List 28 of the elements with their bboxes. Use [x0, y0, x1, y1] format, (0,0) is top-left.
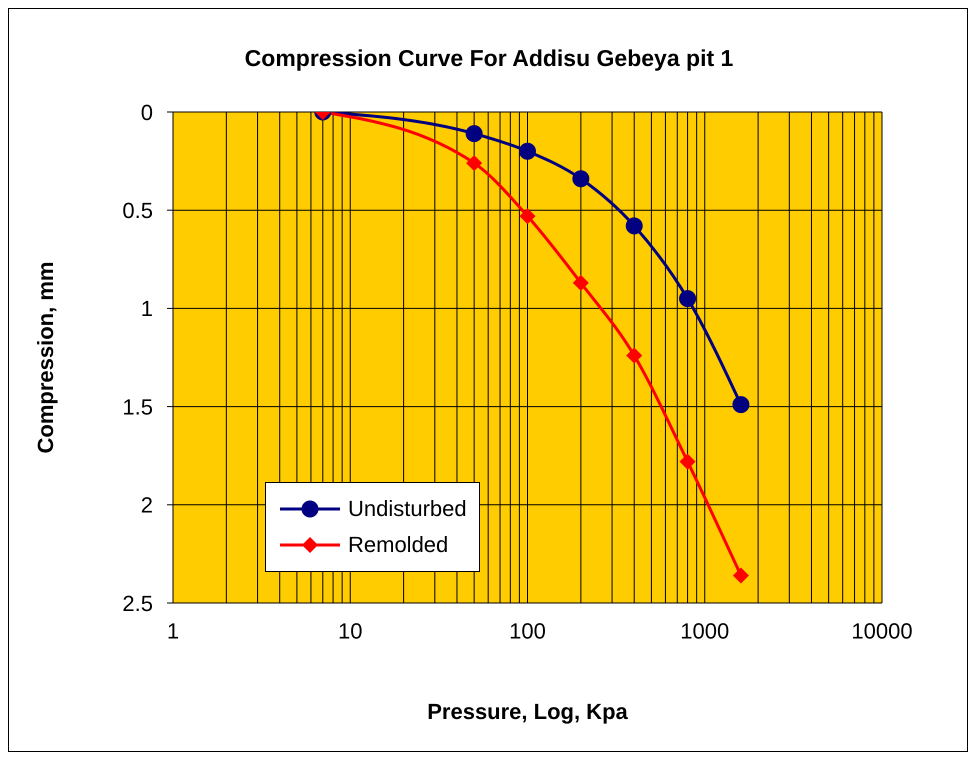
x-tick-label: 10 [338, 618, 362, 644]
legend-label: Undisturbed [348, 496, 467, 522]
point [680, 454, 696, 470]
chart-title: Compression Curve For Addisu Gebeya pit 1 [244, 45, 734, 72]
point [732, 396, 750, 414]
y-tick-label: 0.5 [122, 198, 153, 224]
x-tick-label: 100 [509, 618, 546, 644]
point [466, 125, 483, 142]
point [679, 290, 696, 308]
y-tick-label: 1 [140, 296, 153, 322]
x-tick-label: 1000 [680, 618, 730, 644]
point [519, 142, 536, 160]
point [520, 208, 536, 224]
point [626, 348, 642, 364]
point [572, 170, 590, 188]
x-axis-title: Pressure, Log, Kpa [427, 699, 629, 724]
x-tick-label: 1 [166, 618, 180, 644]
y-tick-label: 2.5 [122, 590, 153, 616]
point [572, 274, 589, 291]
x-tick-label: 10000 [851, 618, 913, 644]
y-tick-label: 0 [140, 100, 153, 125]
point [466, 155, 482, 172]
legend-label: Remolded [348, 532, 448, 558]
y-tick-label: 1.5 [122, 394, 153, 420]
y-tick-label: 2 [140, 492, 153, 518]
y-axis-title: Compression, mm [32, 262, 58, 454]
point [626, 217, 643, 234]
point [732, 568, 749, 584]
